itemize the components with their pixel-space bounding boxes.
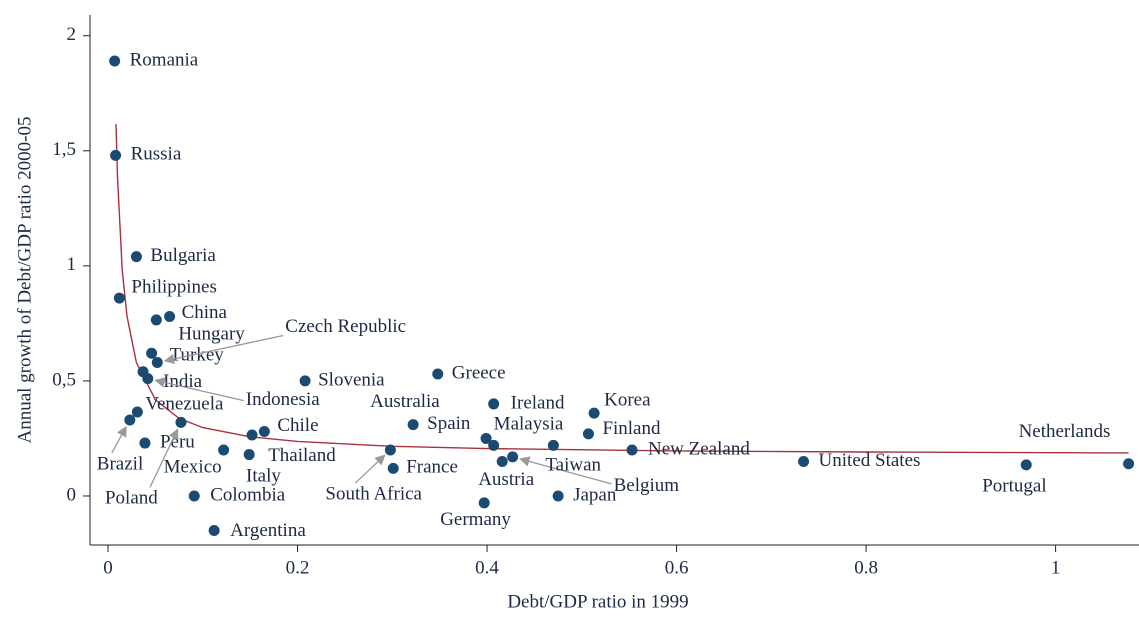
point-label: France — [406, 457, 458, 478]
point-label: Austria — [478, 469, 535, 490]
data-point — [798, 455, 810, 467]
y-axis-label: Annual growth of Debt/GDP ratio 2000-05 — [14, 117, 35, 444]
data-point — [588, 407, 600, 419]
point-label: Venezuela — [145, 393, 224, 414]
y-tick-label: 1 — [67, 254, 77, 275]
point-label: Romania — [130, 49, 199, 70]
point-label: Portugal — [982, 475, 1046, 496]
x-tick-label: 0 — [103, 557, 113, 578]
data-point — [139, 437, 151, 449]
point-label: Belgium — [614, 475, 680, 496]
point-label: Argentina — [230, 520, 306, 541]
data-point — [1123, 458, 1135, 470]
data-point — [146, 347, 158, 359]
point-label: Finland — [602, 418, 661, 439]
point-label: United States — [819, 450, 921, 471]
data-point — [109, 55, 121, 67]
point-label: Brazil — [97, 453, 143, 474]
data-point — [488, 439, 500, 451]
point-label: Colombia — [210, 484, 286, 505]
data-point — [387, 462, 399, 474]
point-label: Australia — [370, 391, 440, 412]
data-point — [384, 444, 396, 456]
data-point — [478, 497, 490, 509]
point-label: Chile — [277, 415, 318, 436]
point-label: India — [163, 371, 203, 392]
data-point — [151, 357, 163, 369]
data-point — [246, 429, 258, 441]
point-label: Thailand — [268, 445, 336, 466]
x-tick-label: 0.6 — [665, 557, 689, 578]
x-tick-label: 0.2 — [286, 557, 310, 578]
point-label: Japan — [573, 484, 617, 505]
point-label: Turkey — [170, 345, 225, 366]
y-tick-label: 2 — [67, 24, 77, 45]
data-point — [131, 406, 143, 418]
point-label: Taiwan — [545, 455, 601, 476]
point-label: Philippines — [131, 276, 217, 297]
point-label: Mexico — [164, 456, 222, 477]
y-tick-label: 0,5 — [52, 369, 76, 390]
y-tick-label: 1,5 — [52, 139, 76, 160]
data-point — [507, 451, 519, 463]
label-arrow — [519, 456, 612, 485]
data-point — [164, 310, 176, 322]
data-point — [208, 525, 220, 537]
label-arrow — [149, 428, 179, 488]
point-label: Hungary — [178, 323, 245, 344]
data-point — [582, 428, 594, 440]
point-label: Czech Republic — [285, 316, 406, 337]
x-tick-label: 1 — [1051, 557, 1061, 578]
data-point — [547, 439, 559, 451]
point-label: Malaysia — [494, 414, 564, 435]
point-label: South Africa — [325, 483, 422, 504]
data-point — [488, 398, 500, 410]
data-point — [188, 490, 200, 502]
point-label: Bulgaria — [150, 245, 216, 266]
data-point — [175, 416, 187, 428]
x-axis-label: Debt/GDP ratio in 1999 — [507, 591, 688, 612]
point-label: China — [182, 302, 228, 323]
data-point — [432, 368, 444, 380]
label-arrow — [154, 377, 244, 402]
label-arrow — [111, 425, 127, 454]
data-point — [130, 251, 142, 263]
point-label: New Zealand — [648, 438, 750, 459]
point-label: Russia — [131, 144, 182, 165]
data-point — [407, 419, 419, 431]
point-label: Netherlands — [1019, 421, 1111, 442]
data-point — [496, 455, 508, 467]
data-point — [218, 444, 230, 456]
data-point — [258, 426, 270, 438]
point-label: Italy — [246, 465, 281, 486]
data-point — [150, 314, 162, 326]
label-arrow — [354, 454, 386, 484]
x-tick-label: 0.8 — [854, 557, 878, 578]
data-point — [1020, 459, 1032, 471]
point-label: Germany — [440, 509, 511, 530]
point-label: Slovenia — [318, 369, 385, 390]
point-label: Indonesia — [246, 389, 320, 410]
x-tick-label: 0.4 — [475, 557, 499, 578]
data-point — [480, 432, 492, 444]
point-label: Spain — [427, 413, 471, 434]
fit-curve — [115, 124, 1129, 454]
point-label: Ireland — [511, 392, 565, 413]
label-arrow — [163, 334, 284, 365]
point-label: Peru — [160, 431, 195, 452]
point-label: Greece — [452, 362, 506, 383]
point-label: Korea — [604, 389, 651, 410]
data-point — [552, 490, 564, 502]
data-point — [113, 292, 125, 304]
data-point — [626, 444, 638, 456]
point-label: Poland — [105, 488, 158, 509]
data-point — [142, 373, 154, 385]
data-point — [110, 149, 122, 161]
y-tick-label: 0 — [67, 484, 77, 505]
data-point — [243, 449, 255, 461]
data-point — [124, 414, 136, 426]
data-point — [299, 375, 311, 387]
